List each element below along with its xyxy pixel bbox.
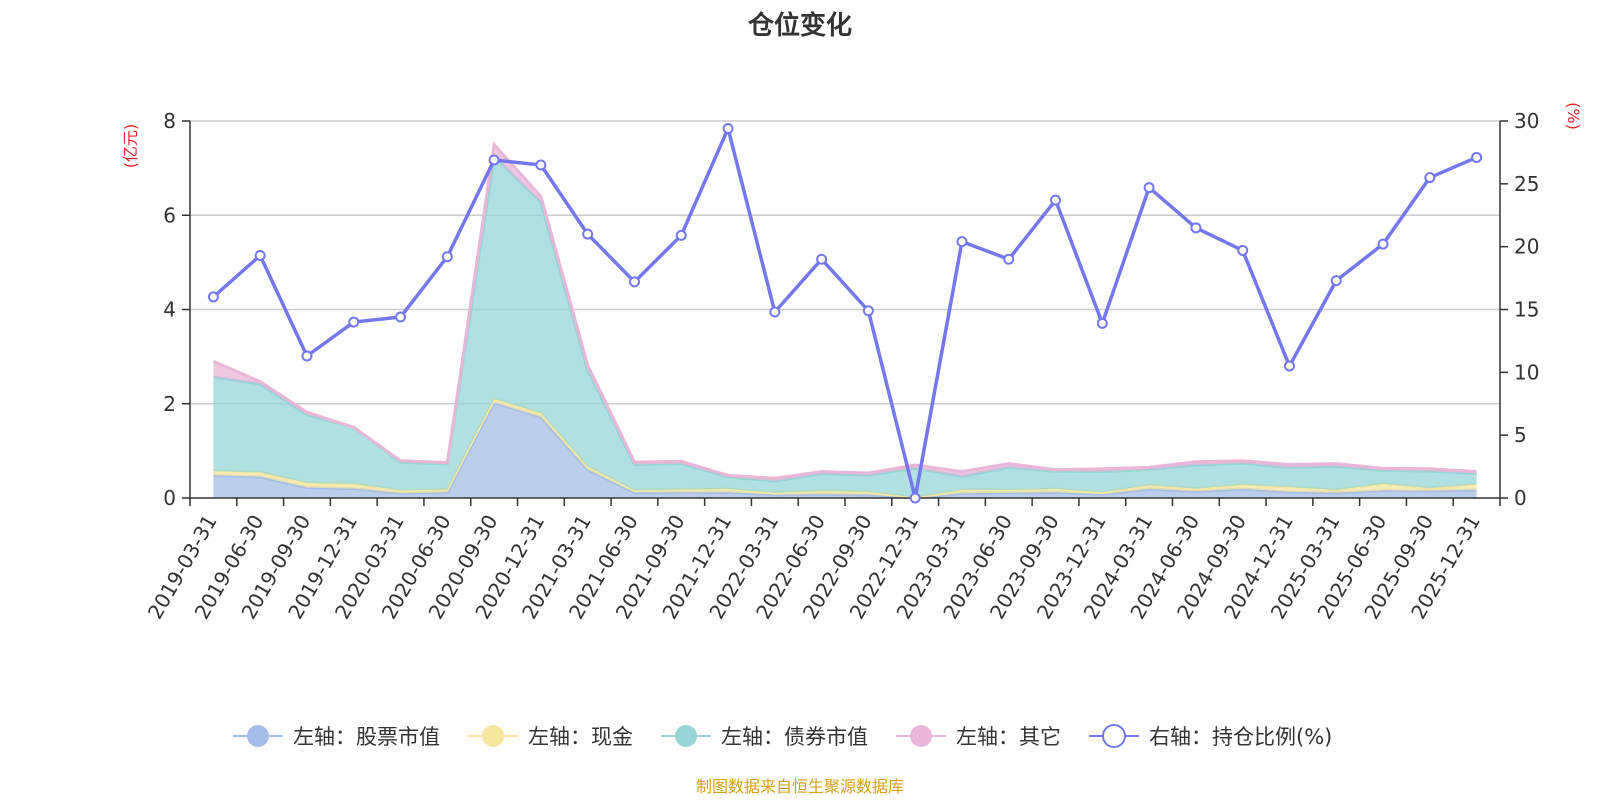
ratio-point	[488, 154, 500, 166]
ratio-point	[956, 236, 968, 248]
left-tick-label: 2	[163, 392, 176, 416]
left-tick-label: 8	[163, 109, 176, 133]
legend-label: 右轴：持仓比例(%)	[1149, 725, 1332, 749]
ratio-point	[769, 306, 781, 318]
legend-item[interactable]: 左轴：债券市值	[661, 725, 868, 749]
left-tick-label: 4	[163, 298, 176, 322]
ratio-point	[582, 228, 594, 240]
ratio-point	[207, 291, 219, 303]
ratio-point	[1424, 172, 1436, 184]
right-tick-label: 30	[1514, 109, 1539, 133]
ratio-point	[254, 249, 266, 261]
right-tick-label: 5	[1514, 423, 1527, 447]
legend-label: 左轴：债券市值	[721, 725, 868, 749]
legend-label: 左轴：其它	[956, 725, 1061, 749]
legend-label: 左轴：股票市值	[293, 725, 440, 749]
right-tick-label: 0	[1514, 486, 1527, 510]
grid-lines	[190, 120, 1500, 405]
left-axis-unit: (亿元)	[121, 124, 140, 169]
ratio-point	[628, 276, 640, 288]
area-edge-左轴：其它	[212, 141, 1477, 480]
ratio-point	[395, 311, 407, 323]
source-note: 制图数据来自恒生聚源数据库	[696, 777, 904, 796]
legend-item[interactable]: 左轴：现金	[468, 725, 633, 749]
legend-dot-icon	[247, 725, 269, 747]
legend-ring-icon	[1102, 724, 1126, 748]
right-tick-label: 25	[1514, 172, 1539, 196]
legend-item[interactable]: 右轴：持仓比例(%)	[1089, 724, 1332, 749]
legend-item[interactable]: 左轴：其它	[896, 725, 1061, 749]
ratio-point	[1330, 275, 1342, 287]
ratio-point	[1096, 317, 1108, 329]
ratio-point	[348, 316, 360, 328]
left-tick-label: 6	[163, 203, 176, 227]
axes: 024680510152025302019-03-312019-06-30201…	[143, 109, 1540, 623]
stacked-areas	[212, 141, 1477, 500]
ratio-point	[722, 123, 734, 135]
area-左轴：债券市值	[213, 156, 1477, 498]
legend-dot-icon	[910, 725, 932, 747]
ratio-point	[301, 350, 313, 362]
ratio-point	[909, 492, 921, 504]
area-左轴：股票市值	[213, 402, 1477, 498]
legend-label: 左轴：现金	[528, 725, 633, 749]
ratio-point	[862, 305, 874, 317]
right-tick-label: 20	[1514, 235, 1539, 259]
area-左轴：现金	[213, 399, 1477, 498]
ratio-point	[1237, 244, 1249, 256]
ratio-point	[1471, 151, 1483, 163]
legend[interactable]: 左轴：股票市值 左轴：现金 左轴：债券市值 左轴：其它 右轴：持仓比例(%)	[233, 724, 1332, 749]
ratio-point	[675, 229, 687, 241]
ratio-point	[1190, 222, 1202, 234]
ratio-point	[1143, 182, 1155, 194]
ratio-line	[207, 123, 1483, 504]
chart-title: 仓位变化	[747, 10, 852, 41]
ratio-point	[441, 251, 453, 263]
legend-item[interactable]: 左轴：股票市值	[233, 725, 440, 749]
right-tick-label: 10	[1514, 360, 1539, 384]
ratio-point	[535, 159, 547, 171]
ratio-point	[1377, 238, 1389, 250]
right-axis-unit: (%)	[1564, 102, 1583, 130]
ratio-point	[1003, 253, 1015, 265]
right-tick-label: 15	[1514, 298, 1539, 322]
ratio-line-path	[212, 126, 1478, 500]
ratio-point	[816, 253, 828, 265]
legend-dot-icon	[675, 725, 697, 747]
left-tick-label: 0	[163, 486, 176, 510]
legend-dot-icon	[482, 725, 504, 747]
ratio-point	[1050, 194, 1062, 206]
ratio-point	[1283, 360, 1295, 372]
